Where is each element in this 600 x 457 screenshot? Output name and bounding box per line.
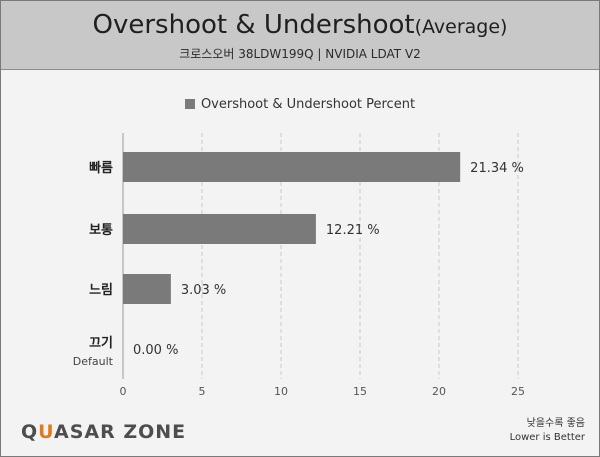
x-tick-label: 5	[199, 385, 206, 398]
x-tick-label: 15	[353, 385, 367, 398]
data-label: 0.00 %	[133, 343, 178, 358]
category-sublabel: Default	[73, 355, 114, 368]
x-tick-label: 0	[120, 385, 127, 398]
note-korean: 낮을수록 좋음	[526, 418, 585, 429]
category-label: 끄기	[89, 336, 113, 351]
lower-is-better-note: 낮을수록 좋음 Lower is Better	[510, 417, 585, 445]
category-label: 보통	[89, 223, 113, 238]
chart-title: Overshoot & Undershoot(Average)	[1, 10, 599, 40]
data-label: 12.21 %	[326, 223, 380, 238]
chart-header: Overshoot & Undershoot(Average) 크로스오버 38…	[1, 1, 599, 70]
x-tick-label: 25	[511, 385, 525, 398]
bar	[123, 214, 316, 244]
chart-title-suffix: (Average)	[414, 16, 508, 38]
data-label: 3.03 %	[181, 283, 226, 298]
chart-title-main: Overshoot & Undershoot	[92, 10, 415, 40]
category-label: 빠름	[89, 160, 113, 176]
bar	[123, 274, 171, 304]
bar	[123, 152, 461, 182]
note-english: Lower is Better	[509, 432, 585, 443]
data-label: 21.34 %	[470, 161, 524, 176]
x-tick-label: 10	[274, 385, 288, 398]
category-label: 느림	[89, 283, 113, 298]
chart-legend: Overshoot & Undershoot Percent	[1, 97, 599, 112]
legend-swatch	[184, 99, 195, 109]
chart-subtitle: 크로스오버 38LDW199Q | NVIDIA LDAT V2	[179, 47, 421, 61]
x-tick-label: 20	[432, 385, 446, 398]
legend-label: Overshoot & Undershoot Percent	[200, 97, 416, 112]
quasarzone-logo: QUASAR ZONE	[21, 421, 187, 443]
